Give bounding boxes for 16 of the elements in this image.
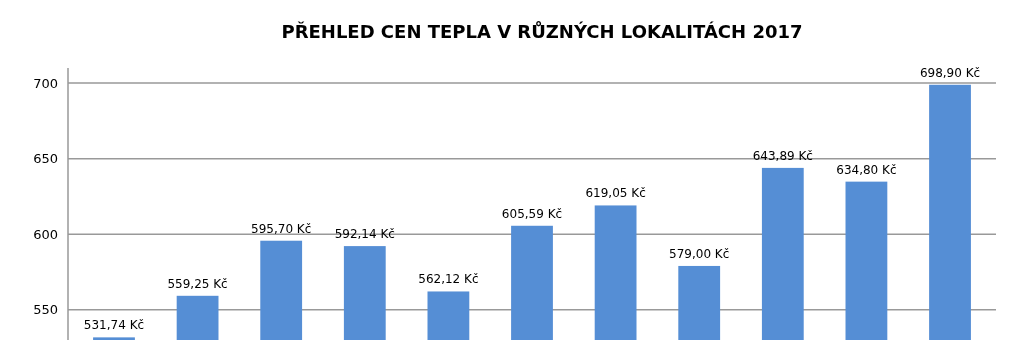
y-tick-label: 550 xyxy=(33,302,58,318)
data-label: 619,05 Kč xyxy=(585,186,646,201)
y-tick-label: 650 xyxy=(33,151,58,167)
data-label: 592,14 Kč xyxy=(334,227,395,242)
data-label: 579,00 Kč xyxy=(669,246,730,261)
chart-title: PŘEHLED CEN TEPLA V RŮZNÝCH LOKALITÁCH 2017 xyxy=(281,20,803,42)
y-tick-label: 700 xyxy=(33,75,58,91)
data-label: 595,70 Kč xyxy=(251,221,312,236)
data-label: 605,59 Kč xyxy=(501,206,563,221)
data-label: 562,12 Kč xyxy=(418,272,479,287)
data-label: 531,74 Kč xyxy=(83,318,145,333)
data-label: 559,25 Kč xyxy=(167,276,228,291)
data-label: 634,80 Kč xyxy=(836,162,897,177)
y-tick-label: 600 xyxy=(33,226,58,242)
data-label: 643,89 Kč xyxy=(752,148,813,163)
data-label: 698,90 Kč xyxy=(919,65,981,80)
